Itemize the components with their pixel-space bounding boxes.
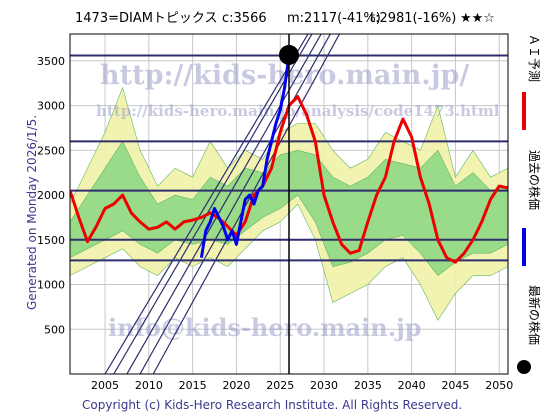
y-tick-label: 2000 (37, 189, 65, 202)
x-axis-ticks: 2005 2010 2015 2020 2025 2030 2035 2040 2045 2050 (91, 379, 513, 392)
latest-price-marker (279, 44, 299, 65)
x-tick-label: 2010 (135, 379, 163, 392)
copyright-footer: Copyright (c) Kids-Hero Research Institu… (82, 398, 462, 412)
x-tick-label: 2015 (179, 379, 207, 392)
y-tick-label: 1000 (37, 279, 65, 292)
y-tick-label: 1500 (37, 234, 65, 247)
x-tick-label: 2050 (485, 379, 513, 392)
y-tick-label: 3000 (37, 100, 65, 113)
target-price-label: t:2981(-16%) (370, 11, 456, 26)
x-tick-label: 2045 (441, 379, 469, 392)
y-tick-label: 2500 (37, 144, 65, 157)
legend-latest-swatch (517, 360, 531, 374)
plot-frame (69, 33, 509, 375)
legend-latest-label: 最新の株価 (527, 285, 542, 345)
legend: ＡＩ予測 過去の株価 最新の株価 (517, 34, 542, 374)
legend-past-label: 過去の株価 (527, 150, 542, 210)
x-tick-label: 2030 (310, 379, 338, 392)
past-price-line (199, 54, 291, 258)
y-tick-label: 3500 (37, 55, 65, 68)
x-tick-label: 2035 (354, 379, 382, 392)
y-axis-ticks: 500 1000 1500 2000 2500 3000 3500 (37, 55, 65, 336)
rating-stars: ★★☆ (460, 11, 495, 26)
x-tick-label: 2040 (398, 379, 426, 392)
latest-price-dot (279, 44, 299, 65)
trend-line (139, 34, 331, 374)
legend-prediction-label: ＡＩ予測 (527, 34, 541, 82)
x-tick-label: 2025 (266, 379, 294, 392)
trend-line (152, 34, 341, 374)
min-price-label: m:2117(-41%) (287, 11, 381, 26)
current-price-label: c:3566 (222, 11, 267, 26)
x-tick-label: 2005 (91, 379, 119, 392)
trend-line (126, 34, 322, 374)
watermark-email: info@kids-hero.main.jp (108, 313, 422, 342)
chart-title: 1473=DIAMトピックス (75, 11, 218, 26)
generated-date: Generated on Monday 2026/1/5. (25, 115, 39, 310)
x-tick-label: 2020 (222, 379, 250, 392)
y-tick-label: 500 (44, 323, 65, 336)
